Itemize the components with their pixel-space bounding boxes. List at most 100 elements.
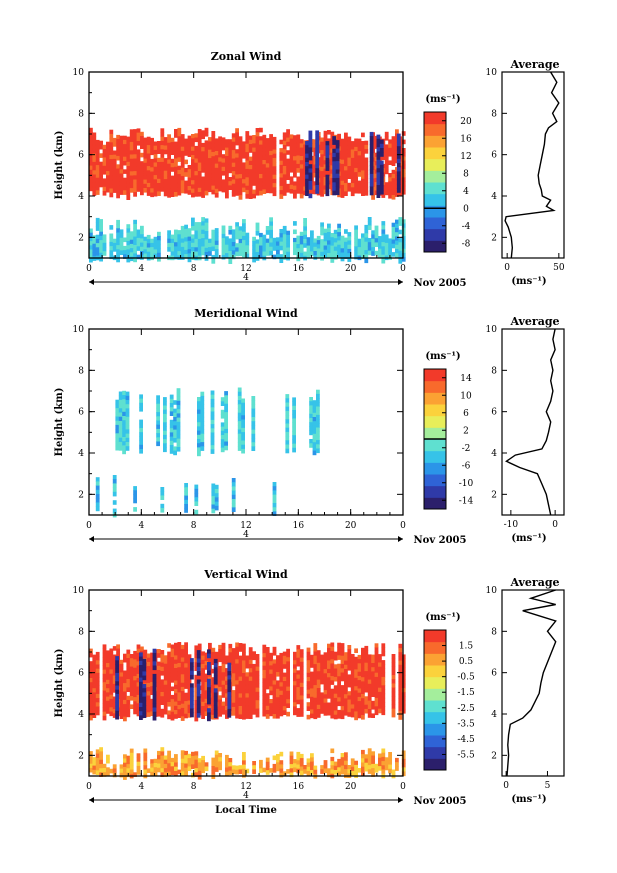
- heatmap-cell: [237, 412, 242, 418]
- heatmap-cell: [92, 243, 97, 249]
- heatmap-cell: [347, 769, 352, 774]
- heatmap-cell: [129, 129, 134, 134]
- heatmap-cell: [361, 766, 365, 772]
- heatmap-cell: [285, 415, 290, 420]
- heatmap-cell: [361, 170, 365, 175]
- heatmap-cell: [282, 660, 287, 665]
- heatmap-cell: [391, 662, 396, 667]
- heatmap-cell: [401, 177, 406, 182]
- heatmap-cell: [224, 407, 228, 413]
- heatmap-cell: [238, 182, 243, 188]
- heatmap-cell: [167, 771, 171, 777]
- heatmap-cell: [92, 713, 97, 718]
- heatmap-cell: [221, 238, 226, 243]
- heatmap-cell: [238, 680, 243, 686]
- heatmap-cell: [242, 756, 246, 761]
- colorbar-segment: [424, 217, 446, 230]
- heatmap-cell: [119, 764, 124, 769]
- heatmap-cell: [136, 136, 141, 142]
- heatmap-cell: [89, 652, 93, 658]
- heatmap-cell: [293, 237, 297, 243]
- heatmap-cell: [340, 714, 345, 720]
- heatmap-cell: [361, 178, 365, 184]
- heatmap-cell: [197, 451, 201, 457]
- heatmap-cell: [364, 671, 369, 676]
- heatmap-cell: [150, 686, 154, 691]
- heatmap-cell: [245, 143, 250, 149]
- heatmap-cell: [340, 697, 345, 703]
- heatmap-cell: [384, 761, 389, 767]
- heatmap-cell: [242, 252, 246, 258]
- heatmap-cell: [160, 755, 165, 761]
- heatmap-cell: [207, 653, 211, 659]
- heatmap-cell: [262, 707, 267, 713]
- heatmap-cell: [282, 771, 287, 776]
- heatmap-cell: [218, 157, 222, 162]
- heatmap-cell: [293, 656, 297, 661]
- heatmap-cell: [157, 767, 161, 773]
- heatmap-cell: [106, 179, 110, 185]
- heatmap-cell: [327, 664, 331, 670]
- heatmap-cell: [194, 133, 199, 138]
- heatmap-cell: [242, 248, 246, 254]
- heatmap-cell: [180, 661, 185, 667]
- heatmap-cell: [210, 390, 215, 396]
- heatmap-cell: [194, 768, 199, 773]
- heatmap-cell: [238, 693, 243, 698]
- heatmap-cell: [197, 145, 202, 151]
- heatmap-cell: [157, 670, 161, 675]
- heatmap-cell: [323, 669, 328, 674]
- heatmap-cell: [388, 242, 392, 248]
- heatmap-cell: [119, 173, 124, 179]
- heatmap-cell: [296, 687, 301, 692]
- heatmap-cell: [371, 679, 375, 685]
- heatmap-cell: [337, 651, 341, 656]
- average-x-label: (ms⁻¹): [511, 533, 546, 544]
- heatmap-cell: [312, 400, 317, 405]
- heatmap-cell: [180, 159, 185, 164]
- heatmap-cell: [231, 162, 236, 168]
- heatmap-cell: [350, 191, 355, 197]
- heatmap-cell: [369, 161, 374, 166]
- heatmap-cell: [398, 656, 403, 661]
- heatmap-cell: [367, 658, 372, 664]
- heatmap-cell: [259, 245, 263, 251]
- heatmap-cell: [227, 662, 232, 668]
- heatmap-cell: [367, 221, 372, 226]
- heatmap-cell: [364, 250, 369, 255]
- heatmap-cell: [310, 753, 314, 758]
- heatmap-cell: [157, 750, 161, 756]
- heatmap-cell: [310, 684, 314, 689]
- heatmap-cell: [235, 222, 239, 227]
- heatmap-cell: [136, 233, 141, 239]
- heatmap-cell: [265, 714, 270, 719]
- heatmap-cell: [242, 768, 246, 774]
- heatmap-cell: [213, 705, 218, 710]
- heatmap-cell: [133, 175, 137, 180]
- heatmap-cell: [146, 661, 151, 667]
- heatmap-cell: [177, 242, 182, 248]
- heatmap-cell: [109, 184, 114, 189]
- heatmap-cell: [296, 244, 301, 249]
- heatmap-cell: [224, 445, 228, 451]
- heatmap-cell: [231, 698, 236, 704]
- heatmap-cell: [374, 250, 379, 256]
- heatmap-cell: [133, 187, 137, 193]
- heatmap-cell: [122, 390, 126, 396]
- heatmap-cell: [142, 692, 147, 697]
- heatmap-cell: [146, 178, 151, 184]
- heatmap-cell: [129, 158, 134, 164]
- heatmap-cell: [218, 695, 222, 700]
- heatmap-cell: [157, 257, 161, 262]
- heatmap-cell: [99, 755, 103, 761]
- heatmap-cell: [272, 709, 277, 715]
- heatmap-cell: [92, 174, 97, 180]
- heatmap-cell: [272, 684, 277, 690]
- heatmap-cell: [201, 701, 205, 707]
- heatmap-cell: [180, 653, 185, 658]
- heatmap-cell: [187, 713, 192, 718]
- heatmap-cell: [143, 765, 148, 770]
- heatmap-cell: [335, 148, 340, 154]
- heatmap-cell: [196, 679, 201, 685]
- heatmap-cell: [160, 708, 165, 714]
